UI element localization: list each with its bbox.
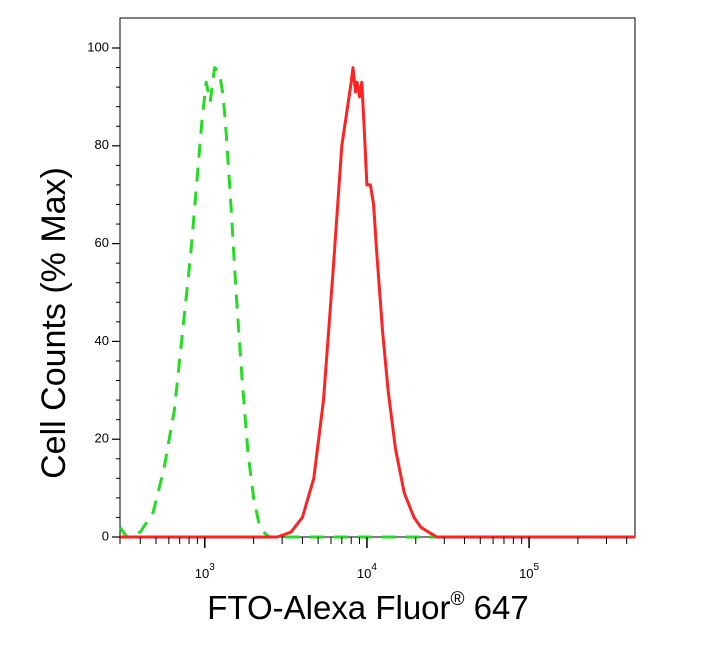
y-tick-label: 40 — [95, 333, 109, 348]
y-tick-label: 60 — [95, 235, 109, 250]
y-tick-label: 80 — [95, 137, 109, 152]
x-tick-label: 104 — [357, 562, 377, 581]
x-tick-label: 105 — [519, 562, 539, 581]
x-axis-title-suffix: 647 — [465, 589, 529, 626]
x-axis-title-main: FTO-Alexa Fluor — [207, 589, 450, 626]
x-axis-title: FTO-Alexa Fluor® 647 — [207, 589, 529, 626]
series-layer — [118, 66, 635, 539]
y-tick-label: 20 — [95, 431, 109, 446]
axis-layer: 0 20 40 60 80 100 103 104 105 — [87, 39, 628, 581]
y-axis-title: Cell Counts (% Max) — [35, 167, 73, 479]
y-tick-label: 100 — [87, 39, 109, 54]
series-line-2 — [120, 66, 635, 539]
x-axis-title-superscript: ® — [451, 589, 465, 610]
y-tick-label: 0 — [102, 528, 109, 543]
x-tick-label: 103 — [195, 562, 215, 581]
